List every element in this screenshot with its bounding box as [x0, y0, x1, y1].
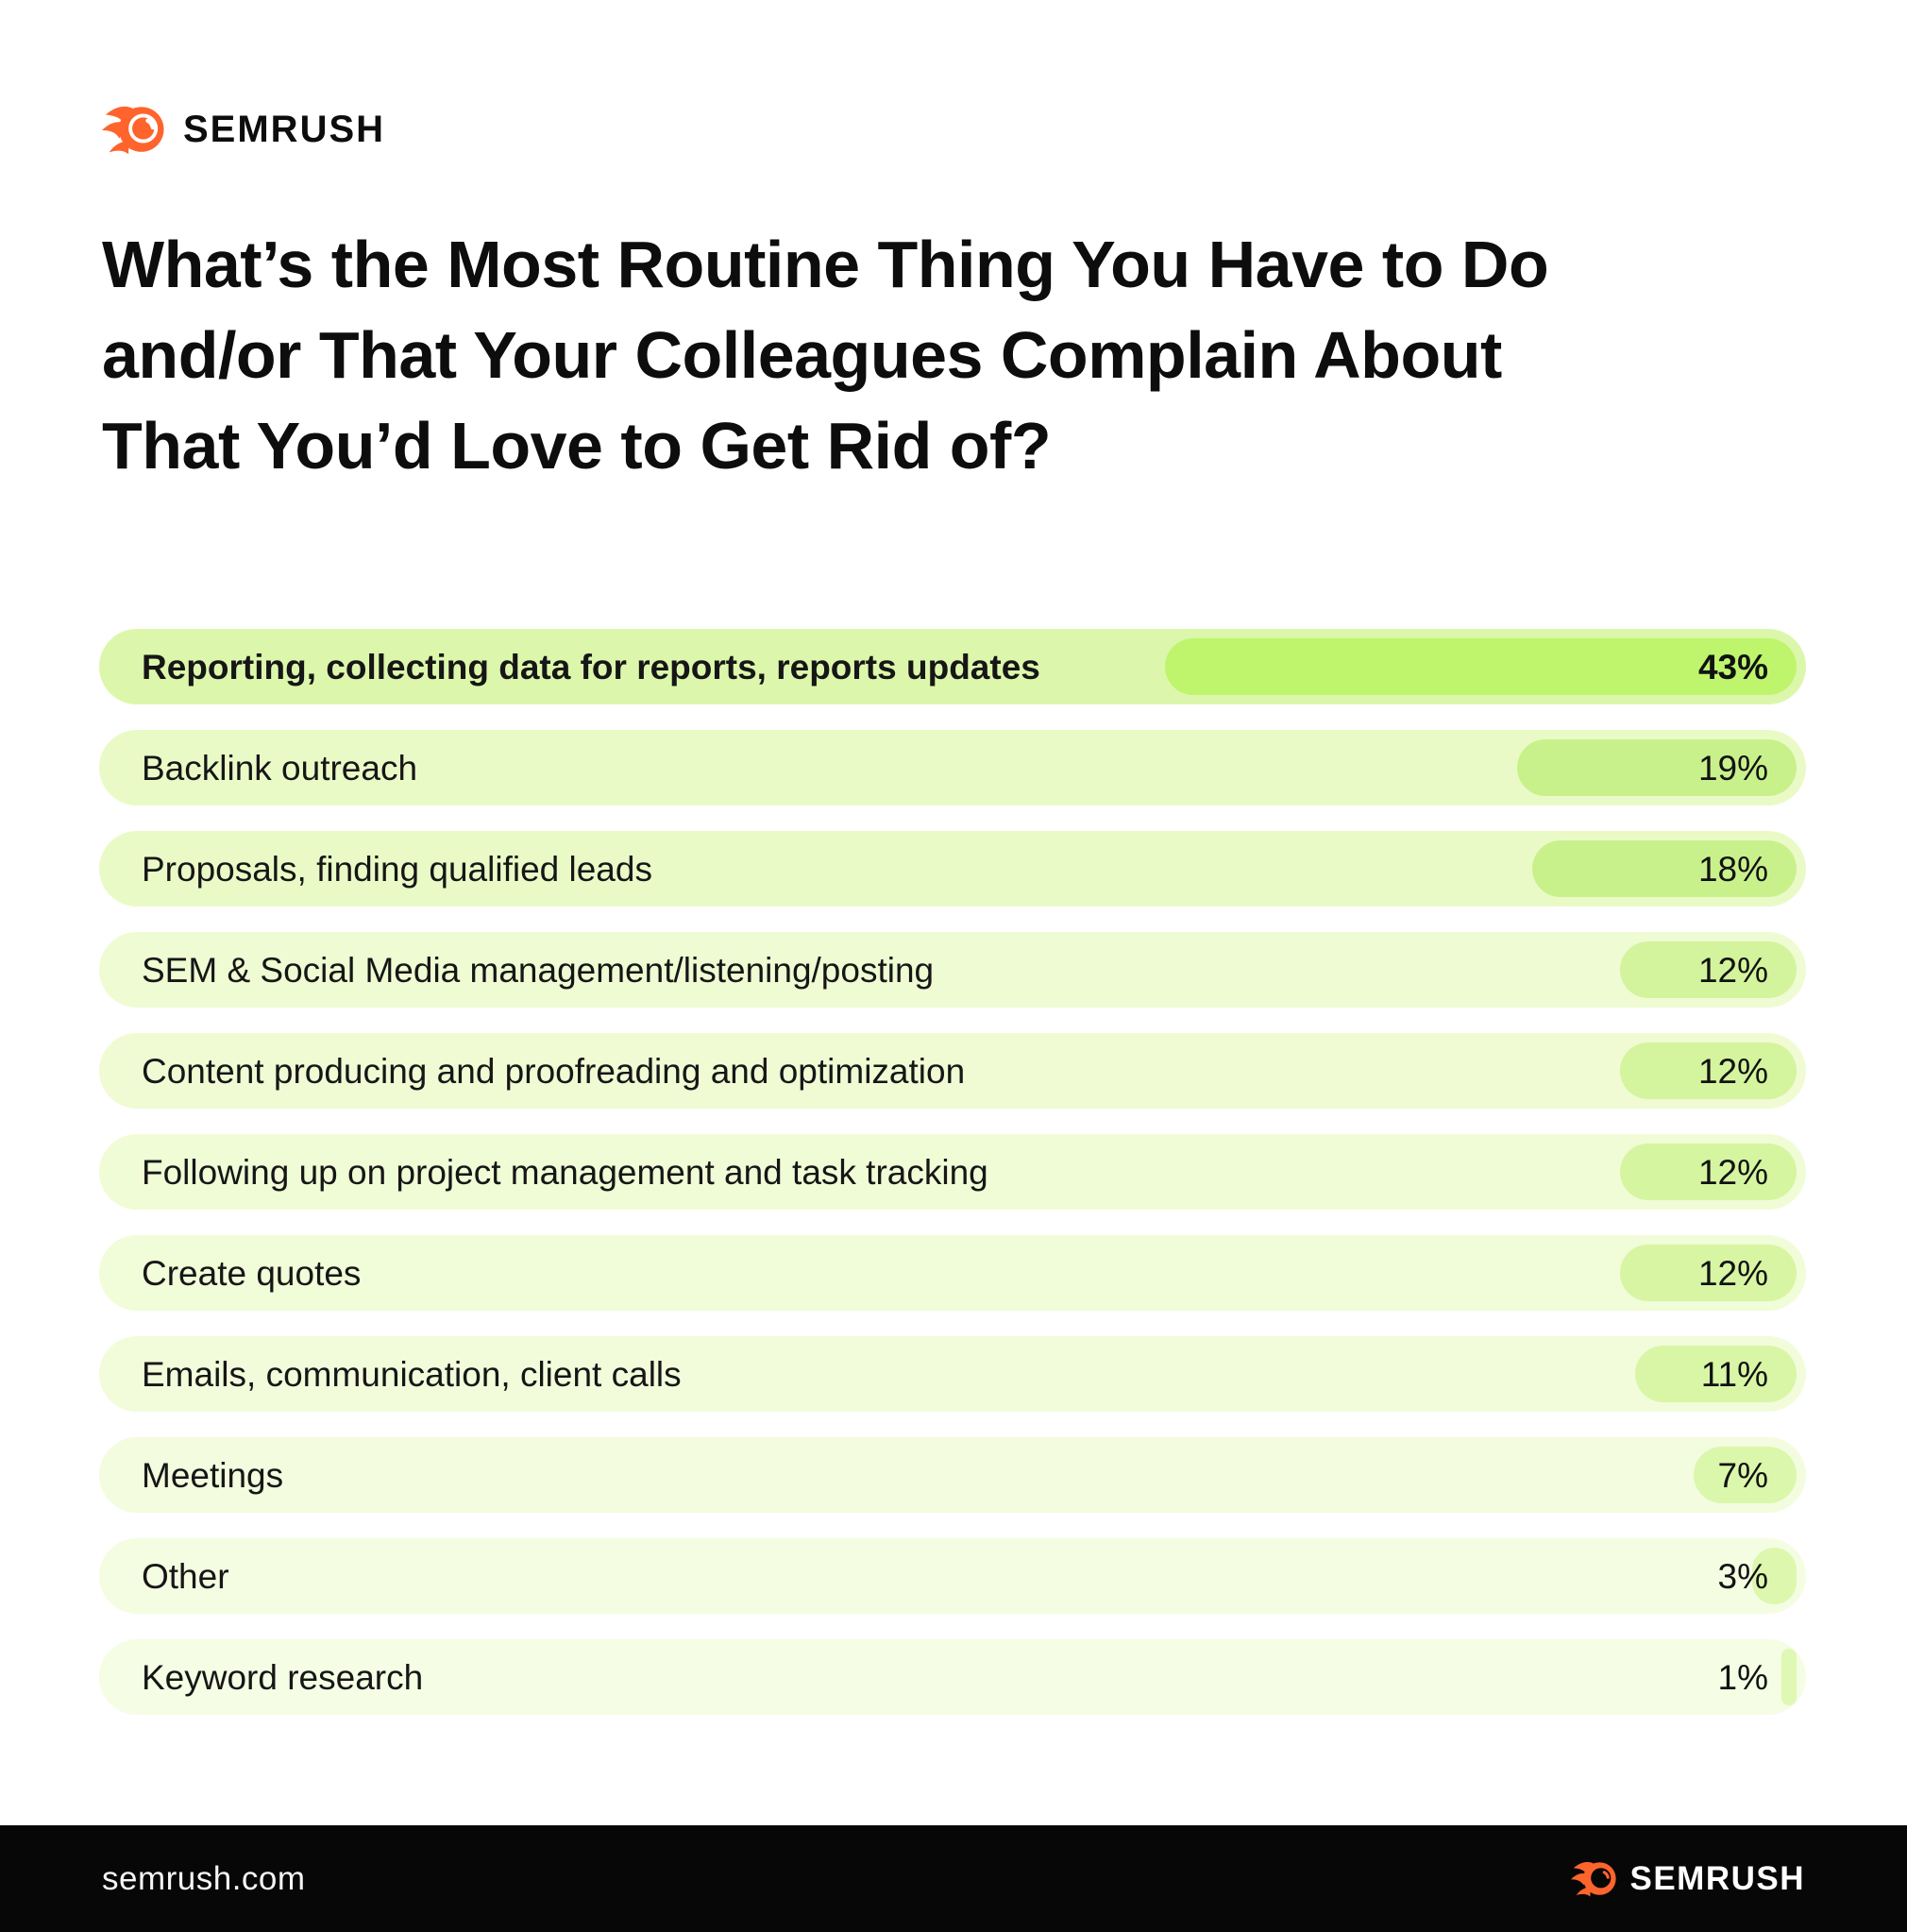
footer-logo-text: SEMRUSH: [1629, 1859, 1805, 1897]
row-bar: [1620, 1042, 1797, 1099]
row-bar: [1635, 1346, 1797, 1402]
chart-row: SEM & Social Media management/listening/…: [99, 932, 1806, 1008]
row-bar: [1532, 840, 1797, 897]
row-label: Following up on project management and t…: [142, 1153, 988, 1192]
chart-row: Emails, communication, client calls 11%: [99, 1336, 1806, 1412]
row-label: Emails, communication, client calls: [142, 1355, 682, 1394]
row-label: Proposals, finding qualified leads: [142, 850, 652, 889]
footer-comet-icon: [1571, 1861, 1617, 1897]
row-value: 12%: [1697, 1153, 1768, 1192]
title-line-3: That You’d Love to Get Rid of?: [102, 409, 1052, 483]
chart-row: Following up on project management and t…: [99, 1134, 1806, 1210]
row-bar: [1517, 739, 1797, 796]
row-bar: [1620, 1144, 1797, 1200]
footer: semrush.com SEMRUSH: [0, 1825, 1907, 1932]
chart-row: Backlink outreach 19%: [99, 730, 1806, 805]
row-value: 3%: [1717, 1557, 1768, 1596]
chart-row: Keyword research 1%: [99, 1639, 1806, 1715]
chart-row: Create quotes 12%: [99, 1235, 1806, 1311]
bar-chart: Reporting, collecting data for reports, …: [99, 629, 1806, 1715]
semrush-logo: SEMRUSH: [102, 104, 385, 155]
row-value: 12%: [1697, 951, 1768, 990]
row-bar: [1165, 638, 1797, 695]
chart-row: Meetings 7%: [99, 1437, 1806, 1513]
row-bar: [1694, 1447, 1797, 1503]
page-title: What’s the Most Routine Thing You Have t…: [102, 219, 1811, 491]
row-bar: [1781, 1649, 1797, 1705]
row-value: 1%: [1717, 1658, 1768, 1697]
semrush-logo-text: SEMRUSH: [183, 108, 386, 150]
row-label: Meetings: [142, 1456, 284, 1495]
row-label: Keyword research: [142, 1658, 424, 1697]
chart-row: Reporting, collecting data for reports, …: [99, 629, 1806, 704]
semrush-comet-icon: [102, 106, 164, 155]
row-label: Create quotes: [142, 1254, 362, 1293]
title-line-1: What’s the Most Routine Thing You Have t…: [102, 228, 1549, 301]
footer-semrush-logo: SEMRUSH: [1571, 1860, 1805, 1898]
row-label: Reporting, collecting data for reports, …: [142, 648, 1040, 686]
row-value: 43%: [1697, 648, 1768, 686]
row-label: Other: [142, 1557, 229, 1596]
row-label: SEM & Social Media management/listening/…: [142, 951, 935, 990]
row-bar: [1620, 941, 1797, 998]
title-line-2: and/or That Your Colleagues Complain Abo…: [102, 318, 1502, 392]
row-bar: [1752, 1548, 1797, 1604]
row-label: Backlink outreach: [142, 749, 418, 788]
footer-url-link[interactable]: semrush.com: [102, 1859, 306, 1897]
chart-row: Other 3%: [99, 1538, 1806, 1614]
row-value: 12%: [1697, 1254, 1768, 1293]
row-value: 11%: [1700, 1355, 1768, 1394]
row-value: 18%: [1697, 850, 1768, 889]
row-bar: [1620, 1245, 1797, 1301]
chart-row: Content producing and proofreading and o…: [99, 1033, 1806, 1109]
row-value: 12%: [1697, 1052, 1768, 1091]
row-label: Content producing and proofreading and o…: [142, 1052, 966, 1091]
row-value: 19%: [1697, 749, 1768, 788]
row-value: 7%: [1717, 1456, 1768, 1495]
chart-row: Proposals, finding qualified leads 18%: [99, 831, 1806, 907]
